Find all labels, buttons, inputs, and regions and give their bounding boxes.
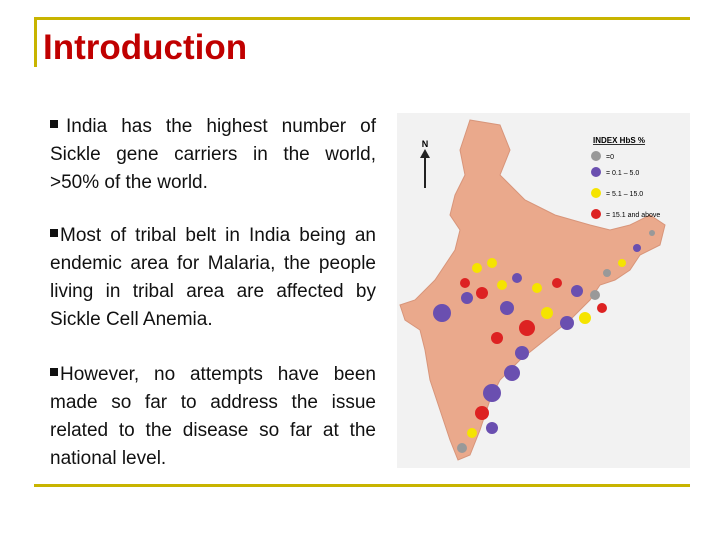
legend-swatch: [591, 151, 601, 161]
bullet-marker: [50, 120, 58, 128]
bullet-text: India has the highest number of Sickle g…: [50, 116, 376, 193]
bullet-item: India has the highest number of Sickle g…: [50, 113, 376, 197]
legend-label: = 15.1 and above: [606, 212, 660, 219]
legend-swatch: [591, 188, 601, 198]
bullet-item: However, no attempts have been made so f…: [50, 361, 376, 473]
legend-swatch: [591, 209, 601, 219]
bullet-marker: [50, 368, 58, 376]
legend-label: = 0.1 – 5.0: [606, 170, 639, 177]
survey-dots: [433, 230, 655, 453]
bullet-marker: [50, 229, 58, 237]
bullet-text: However, no attempts have been made so f…: [50, 364, 376, 469]
bottom-rule: [34, 484, 690, 487]
north-label: N: [422, 139, 429, 149]
north-arrow-head: [420, 149, 430, 158]
india-map: N INDEX HbS % =0 = 0.1 – 5.0 = 5.1 – 15.…: [397, 113, 690, 468]
legend-label: = 5.1 – 15.0: [606, 191, 643, 198]
bullet-text: Most of tribal belt in India being an en…: [50, 225, 376, 330]
legend-label: =0: [606, 154, 614, 161]
legend-title: INDEX HbS %: [593, 136, 645, 145]
bullet-item: Most of tribal belt in India being an en…: [50, 222, 376, 334]
left-rule: [34, 17, 37, 67]
title: Introduction: [43, 28, 248, 67]
top-rule: [34, 17, 690, 20]
legend-swatch: [591, 167, 601, 177]
